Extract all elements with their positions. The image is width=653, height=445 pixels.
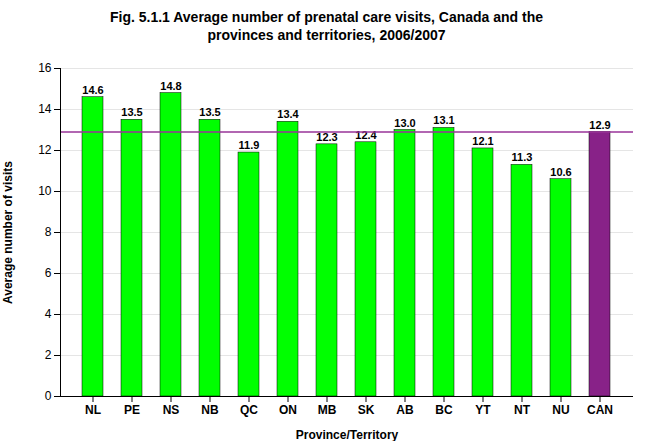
svg-text:14: 14 — [38, 102, 52, 116]
svg-text:13.5: 13.5 — [121, 106, 142, 118]
svg-text:BC: BC — [435, 403, 453, 417]
svg-text:QC: QC — [240, 403, 258, 417]
svg-text:NB: NB — [201, 403, 219, 417]
svg-text:CAN: CAN — [587, 403, 613, 417]
svg-text:10: 10 — [38, 184, 52, 198]
html-text:Fig. 5.1.1 Average number of p: Fig. 5.1.1 Average number of prenatal ca… — [109, 9, 543, 43]
svg-text:4: 4 — [45, 307, 52, 321]
svg-text:13.5: 13.5 — [199, 106, 220, 118]
svg-text:NL: NL — [85, 403, 101, 417]
svg-text:6: 6 — [45, 266, 52, 280]
svg-text:8: 8 — [45, 225, 52, 239]
svg-text:NS: NS — [163, 403, 180, 417]
svg-text:13.4: 13.4 — [277, 108, 299, 120]
svg-text:12.9: 12.9 — [589, 119, 610, 131]
svg-text:11.3: 11.3 — [512, 151, 533, 163]
svg-text:NU: NU — [552, 403, 569, 417]
svg-text:YT: YT — [475, 403, 491, 417]
svg-text:AB: AB — [396, 403, 414, 417]
svg-text:12.3: 12.3 — [316, 130, 338, 143]
svg-text:ON: ON — [279, 403, 297, 417]
svg-text:12.4: 12.4 — [355, 129, 377, 141]
svg-text:SK: SK — [358, 403, 375, 417]
svg-text:14.8: 14.8 — [160, 80, 181, 92]
svg-text:Province/Territory: Province/Territory — [296, 428, 399, 442]
svg-text:11.9: 11.9 — [239, 139, 260, 151]
svg-text:12.1: 12.1 — [472, 135, 493, 147]
svg-text:10.6: 10.6 — [550, 166, 571, 178]
svg-text:16: 16 — [38, 61, 52, 75]
svg-text:0: 0 — [45, 389, 52, 403]
svg-text:12: 12 — [38, 143, 52, 157]
svg-text:Average number of visits: Average number of visits — [1, 161, 15, 304]
svg-text:14.6: 14.6 — [82, 84, 103, 96]
svg-text:NT: NT — [514, 403, 531, 417]
svg-text:MB: MB — [318, 403, 337, 417]
svg-text:2: 2 — [45, 348, 52, 362]
svg-text:PE: PE — [124, 403, 140, 417]
svg-text:13.1: 13.1 — [433, 114, 454, 126]
svg-text:13.0: 13.0 — [394, 117, 415, 129]
